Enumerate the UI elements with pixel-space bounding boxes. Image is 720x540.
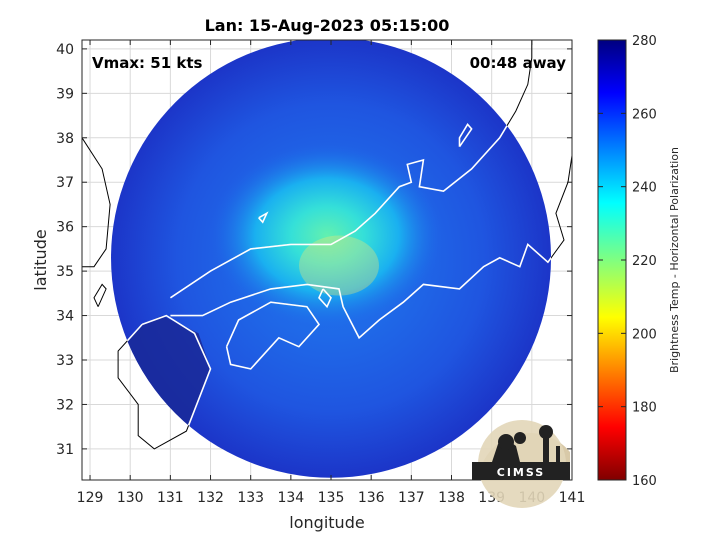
coastline-in-swath xyxy=(225,301,321,370)
y-axis-label: latitude xyxy=(31,229,50,290)
colorbar-label: Brightness Temp - Horizontal Polarizatio… xyxy=(668,147,681,373)
y-tick-label: 32 xyxy=(56,397,74,413)
colorbar-tick-label: 220 xyxy=(632,254,657,269)
storm-core xyxy=(207,140,447,331)
coastline-in-swath xyxy=(458,123,473,148)
y-tick-label: 34 xyxy=(56,309,74,325)
colorbar-tick-label: 180 xyxy=(632,401,657,416)
time-away-annotation: 00:48 away xyxy=(470,54,567,72)
chart-title: Lan: 15-Aug-2023 05:15:00 xyxy=(205,16,450,35)
x-tick-label: 137 xyxy=(398,490,425,506)
y-axis-ticks: 31 32 33 34 35 36 37 38 39 40 xyxy=(56,42,572,458)
y-tick-label: 38 xyxy=(56,131,74,147)
coastline-outline xyxy=(82,137,111,268)
x-tick-label: 141 xyxy=(559,490,586,506)
logo-text: CIMSS xyxy=(497,466,545,479)
x-tick-label: 135 xyxy=(318,490,345,506)
colorbar-tick-label: 240 xyxy=(632,181,657,196)
coastline-in-swath xyxy=(258,211,269,224)
vmax-annotation: Vmax: 51 kts xyxy=(92,54,202,72)
x-tick-label: 134 xyxy=(277,490,304,506)
y-tick-label: 33 xyxy=(56,353,74,369)
colorbar-tick-label: 160 xyxy=(632,474,657,489)
y-tick-label: 40 xyxy=(56,42,74,58)
storm-warm-core xyxy=(299,235,379,296)
x-tick-label: 129 xyxy=(77,490,104,506)
y-tick-label: 35 xyxy=(56,264,74,280)
x-tick-label: 130 xyxy=(117,490,144,506)
x-tick-label: 136 xyxy=(358,490,385,506)
colorbar-tick-label: 260 xyxy=(632,107,657,122)
x-tick-label: 138 xyxy=(438,490,465,506)
colorbar-tick-label: 280 xyxy=(632,34,657,49)
colorbar-tick-label: 200 xyxy=(632,327,657,342)
coastline-in-swath xyxy=(170,155,552,340)
x-tick-label: 133 xyxy=(237,490,264,506)
y-tick-label: 31 xyxy=(56,442,74,458)
x-tick-label: 131 xyxy=(157,490,184,506)
coastlines xyxy=(82,40,572,450)
coastline-outline xyxy=(93,283,107,307)
colorbar-ticks: 160 180 200 220 240 260 280 xyxy=(598,34,657,489)
y-tick-label: 39 xyxy=(56,86,74,102)
y-tick-label: 37 xyxy=(56,175,74,191)
plot-frame xyxy=(81,39,573,481)
coastline-in-swath xyxy=(318,288,332,309)
y-tick-label: 36 xyxy=(56,220,74,236)
land-dark-region xyxy=(111,173,211,449)
x-axis-label: longitude xyxy=(289,513,364,532)
cimss-logo: CIMSS xyxy=(472,420,570,508)
x-tick-label: 132 xyxy=(197,490,224,506)
